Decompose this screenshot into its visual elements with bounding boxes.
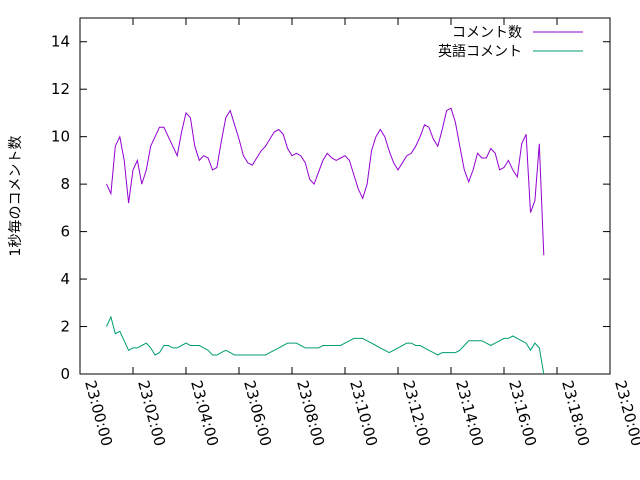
y-tick-label: 12 [51, 80, 70, 98]
series-line-1 [106, 107, 545, 256]
y-tick-label: 0 [60, 365, 70, 383]
x-tick-label: 23:14:00 [452, 378, 487, 448]
x-tick-label: 23:12:00 [399, 378, 434, 448]
x-tick-label: 23:18:00 [558, 378, 593, 448]
x-tick-label: 23:16:00 [505, 378, 540, 448]
x-tick-label: 23:20:00 [611, 378, 640, 448]
x-tick-label: 23:06:00 [240, 378, 275, 448]
legend-label-2: 英語コメント [438, 43, 522, 60]
y-tick-label: 2 [60, 318, 70, 336]
y-tick-label: 4 [60, 270, 70, 288]
y-axis-label: 1秒毎のコメント数 [8, 136, 24, 257]
x-tick-label: 23:08:00 [293, 378, 328, 448]
series-line-2 [106, 315, 545, 375]
series-lines [106, 107, 545, 375]
y-tick-label: 14 [51, 33, 70, 51]
y-tick-label: 6 [60, 223, 70, 241]
plot-border [79, 17, 611, 375]
x-tick-label: 23:10:00 [346, 378, 381, 448]
y-tick-label: 10 [51, 128, 70, 146]
x-tick-label: 23:02:00 [134, 378, 169, 448]
y-tick-label: 8 [60, 175, 70, 193]
x-axis: 23:00:00 23:02:00 23:04:00 23:06:00 23:08:00… [79, 18, 640, 448]
y-axis: 0 2 4 6 8 10 12 14 [51, 33, 610, 383]
x-tick-label: 23:04:00 [187, 378, 222, 448]
x-tick-label: 23:00:00 [81, 378, 116, 448]
legend-label-1: コメント数 [452, 25, 522, 41]
